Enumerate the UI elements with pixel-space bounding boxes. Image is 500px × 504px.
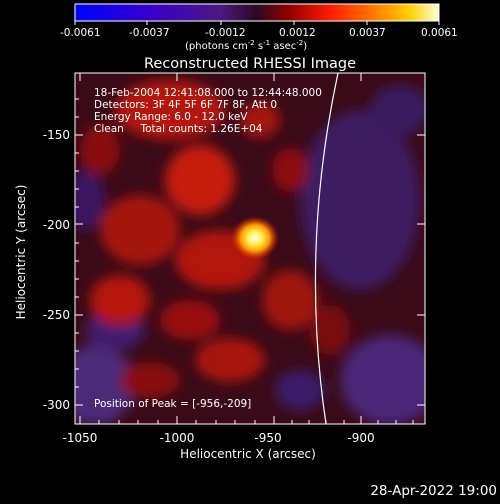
- solar-limb: [314, 73, 339, 424]
- info-energy-range: Energy Range: 6.0 - 12.0 keV: [94, 111, 248, 123]
- y-tick-label: -300: [43, 398, 70, 412]
- colorbar: [74, 3, 440, 22]
- colorbar-tick-label: 0.0012: [279, 27, 316, 39]
- plot-frame: [74, 72, 426, 425]
- info-peak-position: Position of Peak = [-956,-209]: [94, 398, 251, 410]
- y-tick-label: -200: [43, 218, 70, 232]
- x-tick-label: -900: [347, 431, 374, 445]
- info-detectors: Detectors: 3F 4F 5F 6F 7F 8F, Att 0: [94, 99, 277, 111]
- colorbar-tick-label: 0.0037: [349, 27, 386, 39]
- colorbar-tick-label: -0.0061: [60, 27, 101, 39]
- y-tick-label: -150: [43, 128, 70, 142]
- colorbar-ticks: [74, 21, 440, 25]
- y-ticks: [75, 98, 425, 406]
- y-axis-label: Heliocentric Y (arcsec): [14, 185, 28, 320]
- x-tick-label: -1050: [63, 431, 98, 445]
- footer-date: 28-Apr-2022 19:00: [370, 483, 497, 499]
- x-axis-label: Heliocentric X (arcsec): [180, 447, 316, 461]
- info-time-range: 18-Feb-2004 12:41:08.000 to 12:44:48.000: [94, 87, 322, 99]
- info-counts: Clean Total counts: 1.26E+04: [94, 123, 263, 135]
- colorbar-tick-label: 0.0061: [421, 27, 458, 39]
- y-tick-label: -250: [43, 308, 70, 322]
- reconstructed-image: [75, 73, 425, 424]
- colorbar-tick-label: -0.0012: [205, 27, 246, 39]
- x-tick-label: -1000: [160, 431, 195, 445]
- x-ticks: [79, 73, 414, 424]
- plot-title: Reconstructed RHESSI Image: [144, 56, 356, 72]
- colorbar-tick-label: -0.0037: [129, 27, 170, 39]
- colorbar-units: (photons cm-2 s-1 asec-2): [185, 39, 307, 52]
- peak-source: [231, 216, 279, 260]
- x-tick-label: -950: [254, 431, 281, 445]
